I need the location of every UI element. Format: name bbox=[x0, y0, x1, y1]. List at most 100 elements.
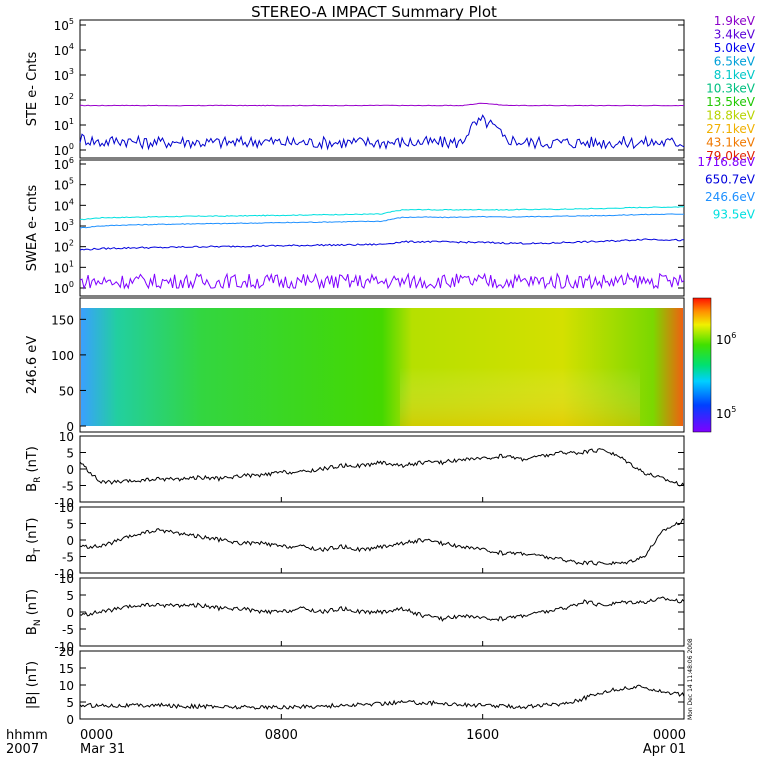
br-ytick-label: 0 bbox=[66, 463, 74, 477]
bn-panel: -10 -5 0 5 10 BN (nT) bbox=[25, 572, 685, 654]
spectrogram-ytick-label: 0 bbox=[66, 420, 74, 434]
ste-legend-item: 5.0keV bbox=[714, 41, 756, 55]
swea-series bbox=[79, 206, 685, 290]
x-tick-date: Apr 01 bbox=[643, 742, 686, 757]
x-tick-time: 1600 bbox=[466, 728, 499, 743]
ste-legend-item: 79.0keV bbox=[706, 149, 756, 163]
br-line bbox=[79, 448, 685, 487]
swea-panel: SWEA e- cnts 100 101 102 103 104 105 106 1716.… bbox=[25, 155, 756, 297]
x-axis-hhmm-label: hhmm bbox=[6, 728, 48, 743]
bmag-line bbox=[79, 684, 685, 711]
ste-legend-item: 3.4keV bbox=[714, 28, 756, 42]
swea-series-line bbox=[79, 272, 685, 290]
ste-ytick-tick-label: 105 bbox=[54, 17, 74, 33]
bmag-frame bbox=[79, 650, 685, 720]
bt-ytick-label: -10 bbox=[54, 567, 74, 581]
ste-legend-item: 10.3keV bbox=[706, 82, 756, 96]
x-tick-time: 0000 bbox=[653, 728, 686, 743]
swea-legend-item: 1716.8eV bbox=[697, 155, 755, 169]
swea-legend-item: 246.6eV bbox=[705, 190, 756, 204]
spectrogram-ytick-label: 150 bbox=[51, 313, 74, 327]
ste-ytick-tick-label: 101 bbox=[54, 117, 74, 133]
ste-legend-item: 13.5keV bbox=[706, 95, 756, 109]
swea-yticks: 100 101 102 103 104 105 106 bbox=[54, 156, 684, 296]
ste-ytick-tick-label: 103 bbox=[54, 67, 74, 83]
ste-series-line bbox=[79, 114, 685, 151]
ste-legend: 1.9keV3.4keV5.0keV6.5keV8.1keV10.3keV13.… bbox=[706, 14, 756, 163]
bn-line bbox=[79, 596, 685, 622]
bt-ytick-label: 5 bbox=[66, 518, 74, 532]
bmag-ytick-label: 5 bbox=[66, 696, 74, 710]
ste-legend-item: 27.1keV bbox=[706, 122, 756, 136]
spectrogram-ytick-label: 50 bbox=[59, 384, 74, 398]
colorbar-bottom-label: 105 bbox=[716, 405, 736, 421]
bt-panel: -10 -5 0 5 10 BT (nT) bbox=[25, 501, 685, 581]
x-tick-date: Mar 31 bbox=[80, 742, 125, 757]
swea-legend: 1716.8eV 650.7eV 246.6eV 93.5eV bbox=[697, 155, 755, 222]
spectrogram-lower-band bbox=[400, 367, 640, 426]
spectrogram-panel: 246.6 eV 0 50 100 150 106 105 bbox=[25, 297, 736, 434]
bmag-ytick-label: 10 bbox=[59, 679, 74, 693]
bn-ylabel: BN (nT) bbox=[25, 589, 43, 635]
swea-ytick-tick-label: 106 bbox=[54, 156, 74, 172]
ste-legend-item: 6.5keV bbox=[714, 55, 756, 69]
br-ytick-label: 5 bbox=[66, 447, 74, 461]
spectrogram-frame bbox=[79, 297, 685, 433]
bn-ytick-label: 10 bbox=[59, 572, 74, 586]
bmag-ytick-label: 15 bbox=[59, 662, 74, 676]
swea-ytick-tick-label: 104 bbox=[54, 197, 74, 213]
spectrogram-ylabel: 246.6 eV bbox=[25, 336, 40, 394]
ste-series bbox=[79, 102, 685, 151]
bt-ylabel: BT (nT) bbox=[25, 518, 43, 563]
swea-ytick-tick-label: 103 bbox=[54, 218, 74, 234]
swea-ytick-tick-label: 101 bbox=[54, 259, 74, 275]
spectrogram-yticks: 0 50 100 150 bbox=[51, 313, 86, 434]
swea-series-line bbox=[79, 238, 684, 251]
br-ytick-label: -10 bbox=[54, 496, 74, 510]
colorbar bbox=[692, 297, 712, 433]
bmag-panel: 0 5 10 15 20 |B| (nT) bbox=[25, 645, 685, 727]
bn-ytick-label: -5 bbox=[62, 623, 74, 637]
x-tick-time: 0800 bbox=[265, 728, 298, 743]
ste-series-line bbox=[79, 102, 685, 107]
ste-ytick-tick-label: 104 bbox=[54, 42, 74, 58]
ste-panel-frame bbox=[79, 19, 685, 159]
swea-legend-item: 93.5eV bbox=[713, 208, 756, 222]
bn-ytick-label: 0 bbox=[66, 606, 74, 620]
bn-frame bbox=[79, 577, 685, 647]
ste-panel: STE e- Cnts 100 101 102 103 104 105 1.9keV3.4… bbox=[25, 14, 756, 163]
ste-legend-item: 18.8keV bbox=[706, 109, 756, 123]
bt-line bbox=[79, 518, 685, 566]
bn-ytick-label: 5 bbox=[66, 589, 74, 603]
br-ylabel: BR (nT) bbox=[25, 446, 43, 492]
side-stamp: Mon Dec 14 11:48:06 2008 bbox=[687, 638, 694, 720]
ste-legend-item: 8.1keV bbox=[714, 68, 756, 82]
swea-ylabel: SWEA e- cnts bbox=[25, 185, 40, 272]
x-axis-year-label: 2007 bbox=[6, 742, 39, 757]
br-panel: -10 -5 0 5 10 BR (nT) bbox=[25, 430, 685, 510]
spectrogram-ytick-label: 100 bbox=[51, 349, 74, 363]
ste-ytick-tick-label: 102 bbox=[54, 92, 74, 108]
ste-yticks: 100 101 102 103 104 105 bbox=[54, 17, 684, 158]
swea-ytick-tick-label: 100 bbox=[54, 280, 74, 296]
bmag-ytick-label: 20 bbox=[59, 645, 74, 659]
br-frame bbox=[79, 435, 685, 503]
x-tick-time: 0000 bbox=[80, 728, 113, 743]
bt-ytick-label: 10 bbox=[59, 501, 74, 515]
bmag-ytick-label: 0 bbox=[66, 713, 74, 727]
plot-title: STEREO-A IMPACT Summary Plot bbox=[251, 3, 497, 21]
ste-legend-item: 43.1keV bbox=[706, 136, 756, 150]
ste-legend-item: 1.9keV bbox=[714, 14, 756, 28]
bt-ytick-label: -5 bbox=[62, 551, 74, 565]
br-ytick-label: -5 bbox=[62, 480, 74, 494]
swea-panel-frame bbox=[79, 159, 685, 297]
br-ytick-label: 10 bbox=[59, 430, 74, 444]
swea-series-line bbox=[79, 206, 685, 221]
swea-series-line bbox=[79, 213, 684, 229]
ste-ylabel: STE e- Cnts bbox=[25, 51, 40, 126]
bt-ytick-label: 0 bbox=[66, 534, 74, 548]
swea-legend-item: 650.7eV bbox=[705, 173, 756, 187]
